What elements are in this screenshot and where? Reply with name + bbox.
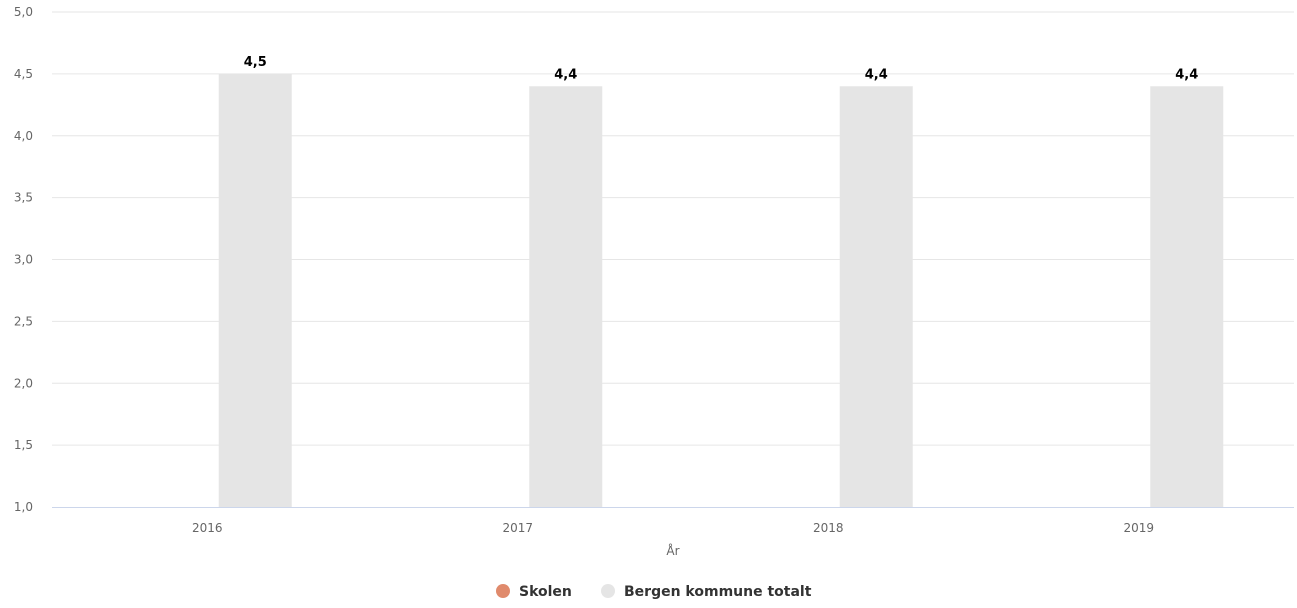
legend-label: Skolen [519,584,572,600]
data-labels: 4,5 4,4 4,4 4,4 [244,55,1199,82]
x-tick-label: 2016 [192,521,223,535]
y-tick-label: 1,0 [14,500,33,514]
data-label: 4,4 [1175,67,1198,82]
y-tick-label: 2,0 [14,376,33,390]
legend-item[interactable]: Bergen kommune totalt [601,584,812,600]
y-tick-label: 4,0 [14,129,33,143]
legend: Skolen Bergen kommune totalt [496,584,812,600]
y-tick-label: 4,5 [14,67,33,81]
bars [218,73,1224,507]
bar [1150,86,1224,507]
data-label: 4,4 [554,67,577,82]
x-tick-label: 2018 [813,521,844,535]
bar [839,86,913,507]
x-axis-title: År [666,543,679,558]
legend-label: Bergen kommune totalt [624,584,812,600]
y-axis-ticks: 1,0 1,5 2,0 2,5 3,0 3,5 4,0 4,5 5,0 [14,5,33,514]
legend-marker [496,584,510,598]
x-tick-label: 2017 [502,521,533,535]
data-label: 4,5 [244,55,267,70]
bar [529,86,603,507]
legend-marker [601,584,615,598]
y-tick-label: 3,0 [14,253,33,267]
x-tick-label: 2019 [1123,521,1154,535]
y-tick-label: 5,0 [14,5,33,19]
y-tick-label: 2,5 [14,314,33,328]
data-label: 4,4 [865,67,888,82]
bar [218,73,292,507]
y-tick-label: 1,5 [14,438,33,452]
y-tick-label: 3,5 [14,191,33,205]
x-axis-ticks: 2016 2017 2018 2019 [192,521,1154,535]
legend-item[interactable]: Skolen [496,584,572,600]
